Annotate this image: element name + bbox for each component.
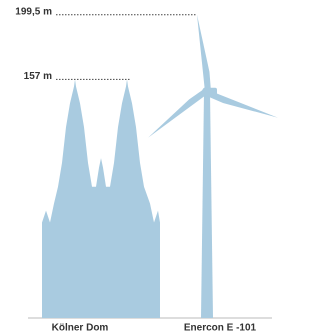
- blade: [148, 89, 208, 138]
- category-label: Kölner Dom: [52, 323, 109, 334]
- category-label: Enercon E -101: [184, 323, 257, 334]
- height-label: 157 m: [24, 71, 52, 82]
- chart: 157 m Kölner Dom 199,5 m Enercon E -101: [0, 0, 280, 336]
- cathedral: [42, 79, 160, 318]
- blade: [197, 15, 211, 92]
- wind-turbine: [148, 15, 278, 318]
- nacelle: [205, 88, 217, 96]
- tower: [201, 92, 213, 318]
- height-label: 199,5 m: [15, 6, 52, 17]
